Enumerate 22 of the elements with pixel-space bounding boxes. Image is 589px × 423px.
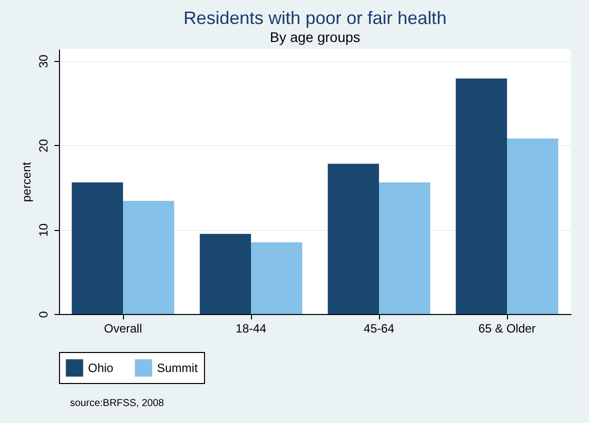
bar: [123, 200, 174, 314]
legend-label: Ohio: [88, 360, 114, 375]
chart-title: Residents with poor or fair health: [183, 8, 447, 28]
y-tick-label: 20: [36, 138, 50, 152]
bar: [507, 138, 558, 314]
bar: [72, 182, 123, 314]
y-tick-label: 10: [36, 223, 50, 237]
bar: [328, 164, 379, 314]
legend-label: Summit: [157, 360, 198, 375]
bar: [251, 242, 302, 314]
y-tick-label: 0: [36, 310, 50, 318]
source-note: source:BRFSS, 2008: [70, 398, 164, 409]
y-tick-label: 30: [36, 54, 50, 68]
bar: [379, 182, 430, 314]
x-tick-label: Overall: [104, 322, 142, 336]
y-axis-title: percent: [20, 161, 34, 202]
bar: [456, 78, 507, 314]
chart-subtitle: By age groups: [270, 29, 360, 45]
x-tick-label: 18-44: [236, 322, 267, 336]
bar: [200, 234, 251, 314]
x-tick-label: 65 & Older: [478, 322, 536, 336]
x-tick-label: 45-64: [364, 322, 395, 336]
